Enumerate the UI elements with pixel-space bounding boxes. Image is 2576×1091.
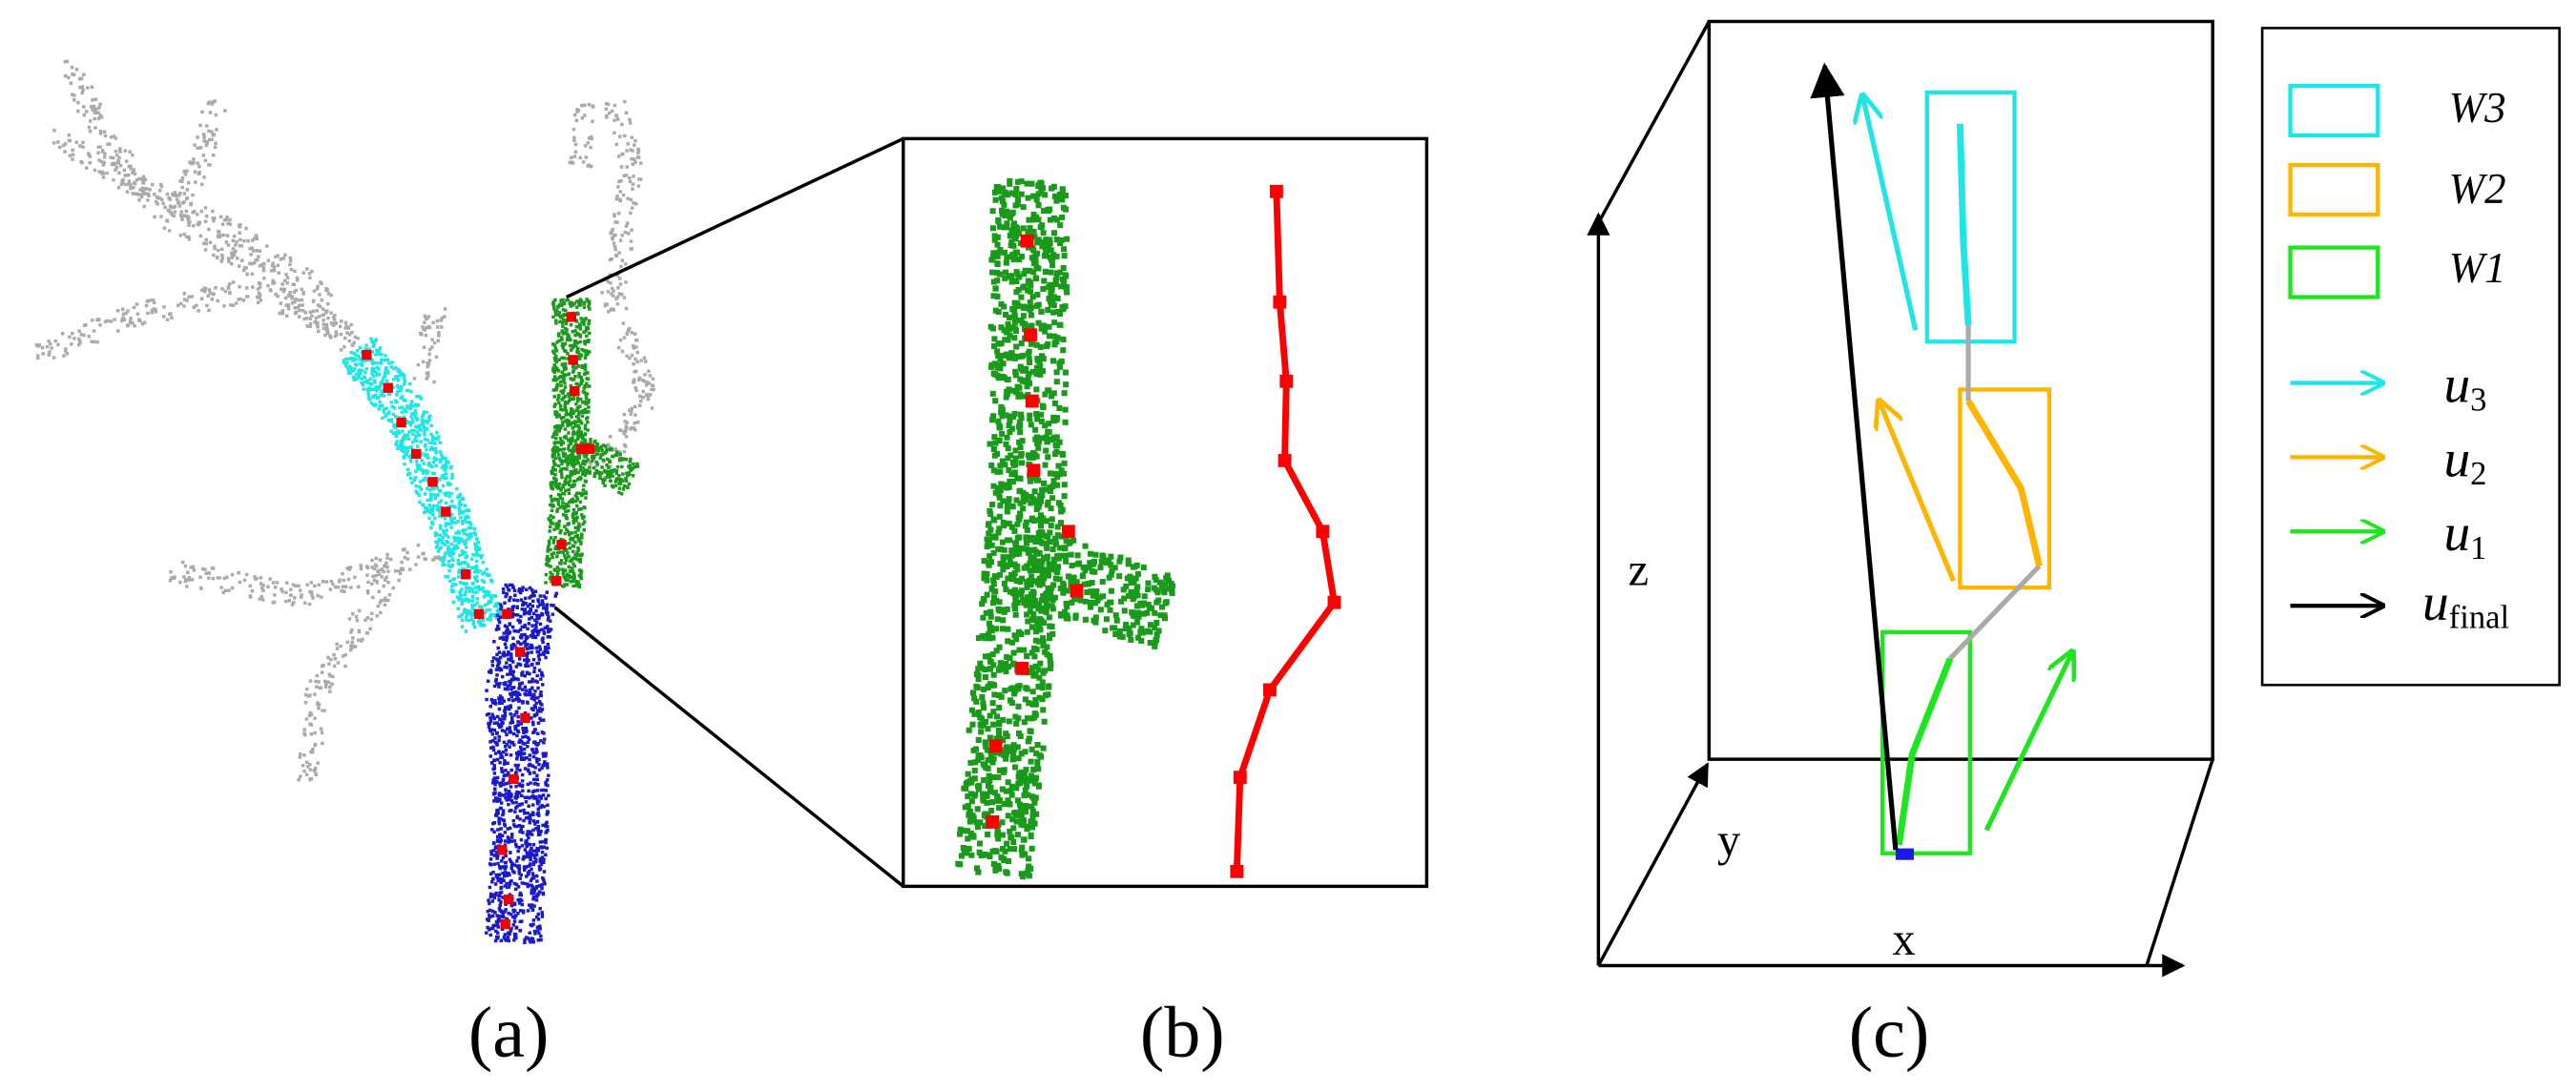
zoom-line — [553, 606, 904, 888]
legend — [2260, 27, 2561, 687]
trajectory — [1810, 62, 2072, 860]
skeleton-nodes — [1230, 184, 1341, 878]
panel-label: (b) — [1140, 993, 1225, 1073]
subscript: final — [2449, 600, 2509, 636]
legend-label: W1 — [2449, 244, 2506, 292]
symbol: u — [2422, 573, 2449, 631]
point-cloud — [955, 177, 1176, 880]
legend-label: W3 — [2449, 84, 2506, 132]
point-cloud — [34, 59, 655, 782]
point-cloud — [485, 583, 559, 945]
subscript: 3 — [2470, 381, 2486, 418]
point-cloud — [342, 337, 505, 633]
legend-swatch — [2288, 83, 2380, 138]
symbol: u — [2443, 429, 2470, 487]
subscript: 2 — [2470, 456, 2486, 492]
axis-label: x — [1892, 915, 1915, 965]
legend-label: u1 — [2443, 504, 2486, 566]
panel-label: (c) — [1849, 993, 1930, 1073]
legend-swatch — [2288, 162, 2380, 217]
skeleton-nodes — [986, 234, 1084, 829]
axes-box — [1587, 19, 2214, 978]
symbol: u — [2443, 355, 2470, 413]
point-clouds — [34, 59, 1176, 945]
legend-label: u2 — [2443, 429, 2486, 492]
legend-swatch — [2288, 245, 2380, 299]
axis-label: z — [1629, 545, 1650, 595]
axis-label: y — [1717, 815, 1741, 866]
zoom-line — [565, 136, 904, 299]
legend-label: u3 — [2443, 355, 2486, 418]
subscript: 1 — [2470, 530, 2486, 566]
panel-label: (a) — [468, 993, 550, 1073]
symbol: u — [2443, 504, 2470, 562]
legend-label: W2 — [2449, 165, 2506, 213]
zoom-box — [902, 136, 1429, 889]
point-cloud — [544, 298, 640, 589]
legend-label: ufinal — [2422, 573, 2509, 636]
